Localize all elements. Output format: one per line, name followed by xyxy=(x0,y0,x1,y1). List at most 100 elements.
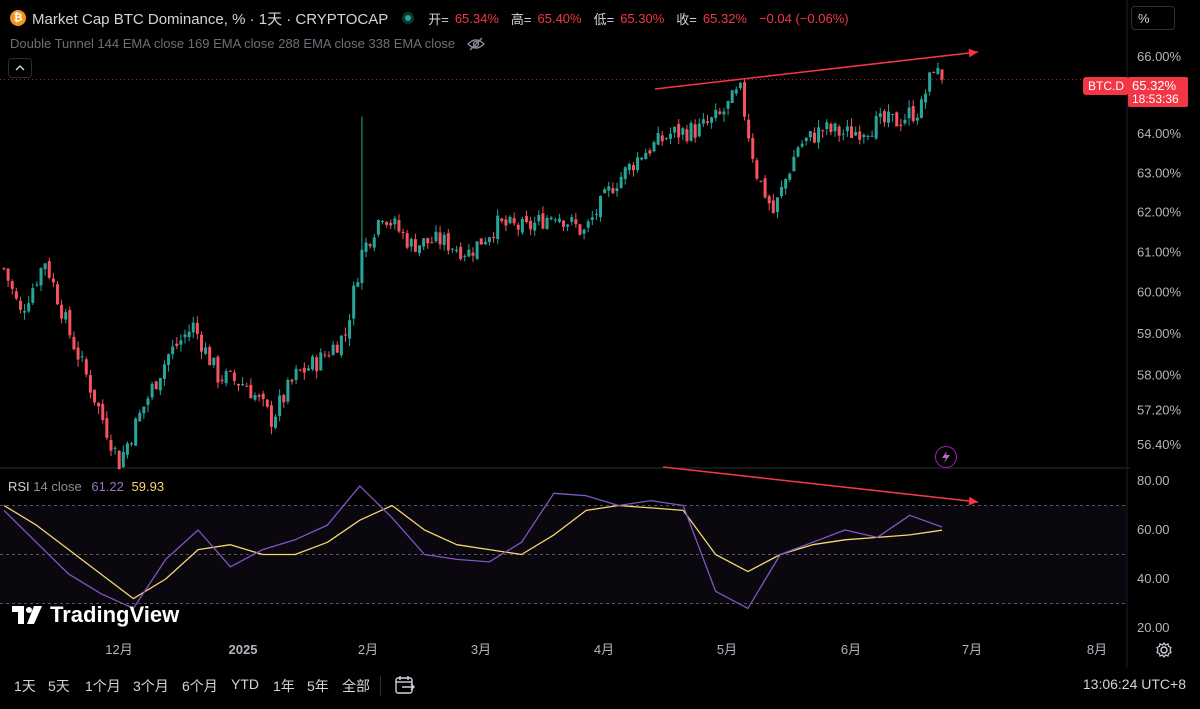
candle-body xyxy=(397,219,401,232)
bar-countdown: 18:53:36 xyxy=(1132,92,1179,106)
candle-body xyxy=(817,127,821,143)
candle-body xyxy=(685,129,689,142)
timeframe-1y[interactable]: 1年 xyxy=(273,678,295,694)
chevron-up-icon xyxy=(15,65,25,71)
chart-legend: ₿ Market Cap BTC Dominance, % · 1天 · CRY… xyxy=(10,8,855,28)
candle-body xyxy=(726,100,730,109)
rsi-name[interactable]: RSI xyxy=(8,479,30,494)
collapse-legend-button[interactable] xyxy=(8,58,32,78)
candle-body xyxy=(755,160,759,179)
time-tick-label: 4月 xyxy=(594,642,614,657)
candle-body xyxy=(356,282,360,287)
candle-body xyxy=(648,150,652,154)
toolbar-divider xyxy=(380,676,381,696)
candle-body xyxy=(870,135,874,137)
timeframe-5d[interactable]: 5天 xyxy=(48,678,70,694)
candle-body xyxy=(430,242,434,244)
candle-body xyxy=(438,232,442,245)
candle-body xyxy=(179,340,183,345)
candle-body xyxy=(261,393,265,400)
candle-body xyxy=(80,356,84,358)
chart-title[interactable]: Market Cap BTC Dominance, % · 1天 · CRYPT… xyxy=(32,10,389,28)
candle-body xyxy=(631,165,635,171)
candle-body xyxy=(105,418,109,438)
price-tick-label: 66.00% xyxy=(1137,49,1182,64)
candle-body xyxy=(14,291,18,299)
candle-body xyxy=(557,218,561,222)
rsi-ma-value: 59.93 xyxy=(131,479,165,494)
candle-body xyxy=(393,218,397,225)
timeframe-1d[interactable]: 1天 xyxy=(14,678,36,694)
candle-body xyxy=(413,239,417,252)
candle-body xyxy=(93,389,97,403)
candle-body xyxy=(232,372,236,381)
candle-body xyxy=(228,370,232,372)
candle-body xyxy=(195,322,199,334)
timeframe-all[interactable]: 全部 xyxy=(342,678,370,694)
candle-body xyxy=(269,405,273,427)
candle-body xyxy=(409,238,413,247)
rsi-line xyxy=(3,485,943,610)
clock-timezone[interactable]: 13:06:24 UTC+8 xyxy=(1082,676,1186,692)
candle-body xyxy=(442,234,446,245)
candle-body xyxy=(529,220,533,230)
candle-body xyxy=(101,403,105,420)
scale-mode-button[interactable]: % xyxy=(1131,6,1175,30)
candle-body xyxy=(504,219,508,226)
candle-body xyxy=(134,418,138,446)
candle-body xyxy=(47,261,51,278)
candle-body xyxy=(928,72,932,92)
candle-body xyxy=(257,395,261,397)
indicator-label[interactable]: Double Tunnel 144 EMA close 169 EMA clos… xyxy=(10,36,456,51)
candle-body xyxy=(306,368,310,371)
candle-body xyxy=(767,196,771,204)
axis-settings-button[interactable] xyxy=(1155,641,1173,659)
timeframe-1m[interactable]: 1个月 xyxy=(85,678,121,694)
symbol-price-tag: BTC.D xyxy=(1083,77,1129,95)
candle-body xyxy=(763,178,767,198)
goto-date-icon[interactable] xyxy=(394,674,416,696)
candle-body xyxy=(27,303,31,312)
candle-body xyxy=(833,123,837,132)
timeframe-ytd[interactable]: YTD xyxy=(231,676,259,692)
candle-body xyxy=(364,242,368,252)
candle-body xyxy=(401,231,405,234)
candle-body xyxy=(570,217,574,222)
lightning-button[interactable] xyxy=(935,446,957,468)
candle-body xyxy=(72,336,76,350)
candle-body xyxy=(380,220,384,223)
timeframe-3m[interactable]: 3个月 xyxy=(133,678,169,694)
candle-body xyxy=(640,157,644,160)
candle-body xyxy=(882,111,886,123)
timeframe-bar: 1天 5天 1个月 3个月 6个月 YTD 1年 5年 全部 xyxy=(0,668,1200,704)
candle-body xyxy=(368,244,372,247)
hide-eye-icon[interactable] xyxy=(467,37,486,51)
candle-body xyxy=(220,379,224,382)
timeframe-5y[interactable]: 5年 xyxy=(307,678,329,694)
candle-body xyxy=(162,364,166,379)
candle-body xyxy=(895,112,899,127)
high-value: 65.40% xyxy=(537,10,582,26)
candle-body xyxy=(837,126,841,136)
rsi-params: 14 close xyxy=(33,479,82,494)
candle-body xyxy=(743,82,747,117)
time-tick-label: 3月 xyxy=(471,642,491,657)
candle-body xyxy=(615,188,619,192)
candle-body xyxy=(199,334,203,352)
candle-body xyxy=(660,135,664,142)
rsi-legend: RSI 14 close 61.22 59.93 xyxy=(8,479,164,494)
candle-body xyxy=(512,218,516,224)
candle-body xyxy=(697,123,701,137)
candle-body xyxy=(459,246,463,259)
close-value: 65.32% xyxy=(702,10,747,26)
candle-body xyxy=(578,224,582,235)
candle-body xyxy=(545,217,549,229)
rsi-value: 61.22 xyxy=(91,479,124,494)
time-tick-label: 2月 xyxy=(358,642,378,657)
timeframe-6m[interactable]: 6个月 xyxy=(182,678,218,694)
price-trend-arrow xyxy=(654,51,979,90)
candle-body xyxy=(936,67,940,75)
time-tick-label: 12月 xyxy=(105,642,132,657)
candle-body xyxy=(208,347,212,366)
